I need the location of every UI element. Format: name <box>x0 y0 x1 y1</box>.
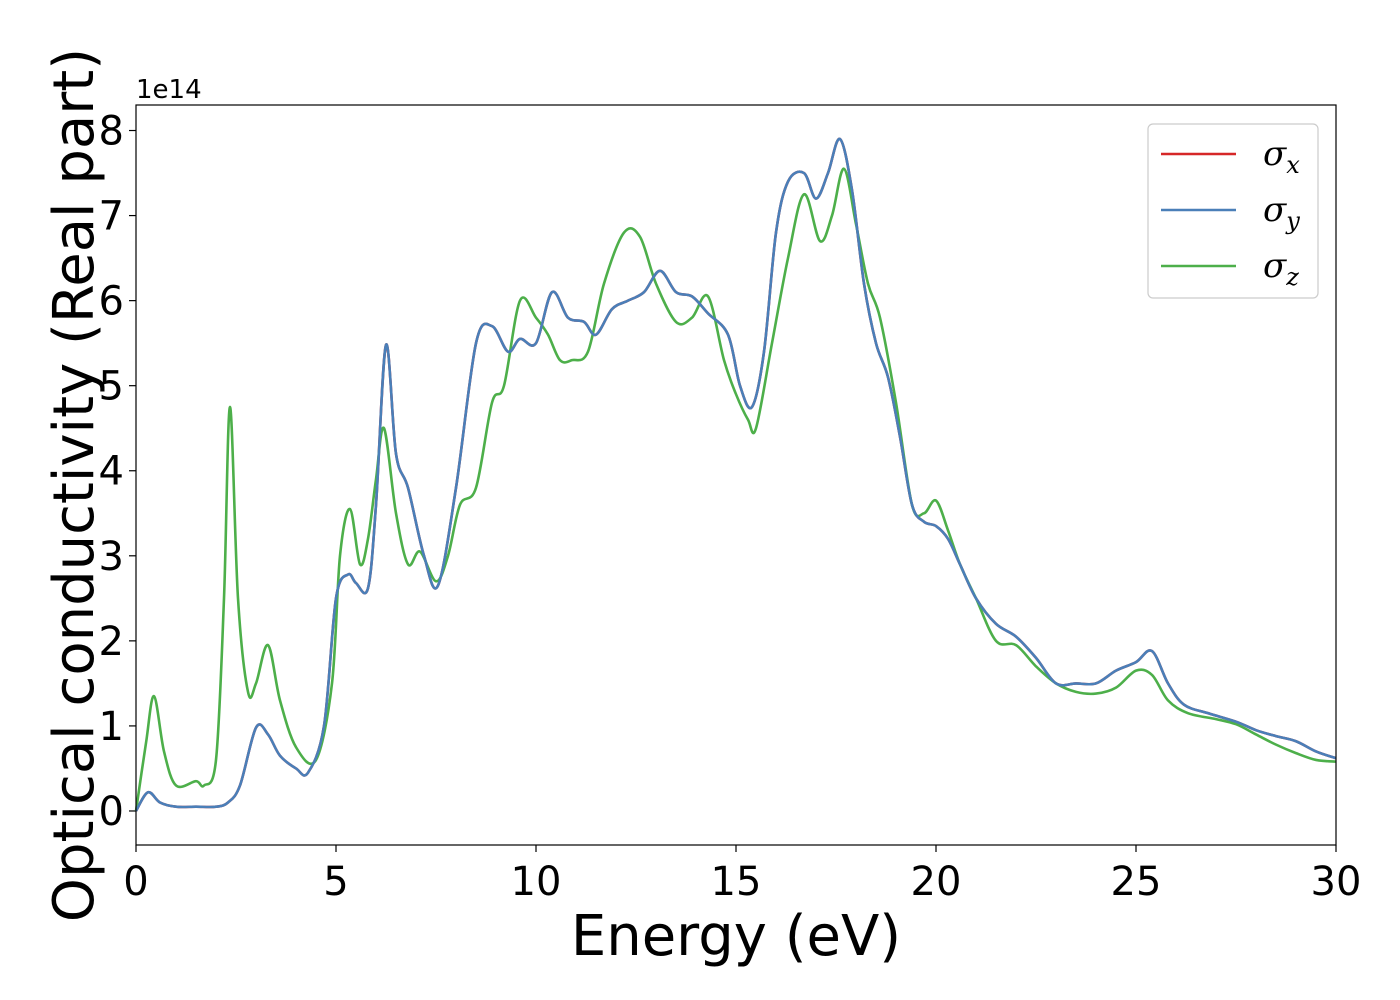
y-tick-label: 1 <box>99 704 124 750</box>
x-tick-label: 20 <box>911 859 962 905</box>
x-tick-label: 10 <box>511 859 562 905</box>
x-axis-ticks: 0 5 10 15 20 25 30 <box>123 845 1361 905</box>
y-axis-label: Optical conductivity (Real part) <box>42 48 107 922</box>
y-tick-label: 4 <box>99 449 124 495</box>
y-axis-ticks: 0 1 2 3 4 5 6 7 8 <box>99 109 136 835</box>
x-tick-label: 0 <box>123 859 148 905</box>
series-line-y <box>134 137 1337 812</box>
x-axis-label: Energy (eV) <box>571 904 901 969</box>
legend: σx σy σz <box>1147 123 1319 299</box>
series-line-z <box>134 167 1337 812</box>
y-tick-label: 7 <box>99 194 124 240</box>
plot-frame <box>135 104 1337 846</box>
legend-label-x: σx <box>1263 134 1300 179</box>
x-tick-label: 30 <box>1311 859 1362 905</box>
y-tick-label: 6 <box>99 279 124 325</box>
y-tick-label: 5 <box>99 364 124 410</box>
plot-series <box>134 137 1337 812</box>
legend-label-z: σz <box>1263 246 1299 291</box>
y-tick-label: 2 <box>99 619 124 665</box>
y-offset-label: 1e14 <box>136 75 202 105</box>
legend-label-y: σy <box>1263 190 1300 235</box>
x-tick-label: 25 <box>1111 859 1162 905</box>
x-tick-label: 5 <box>323 859 348 905</box>
y-tick-label: 3 <box>99 534 124 580</box>
x-tick-label: 15 <box>711 859 762 905</box>
y-tick-label: 0 <box>99 789 124 835</box>
y-tick-label: 8 <box>99 109 124 155</box>
